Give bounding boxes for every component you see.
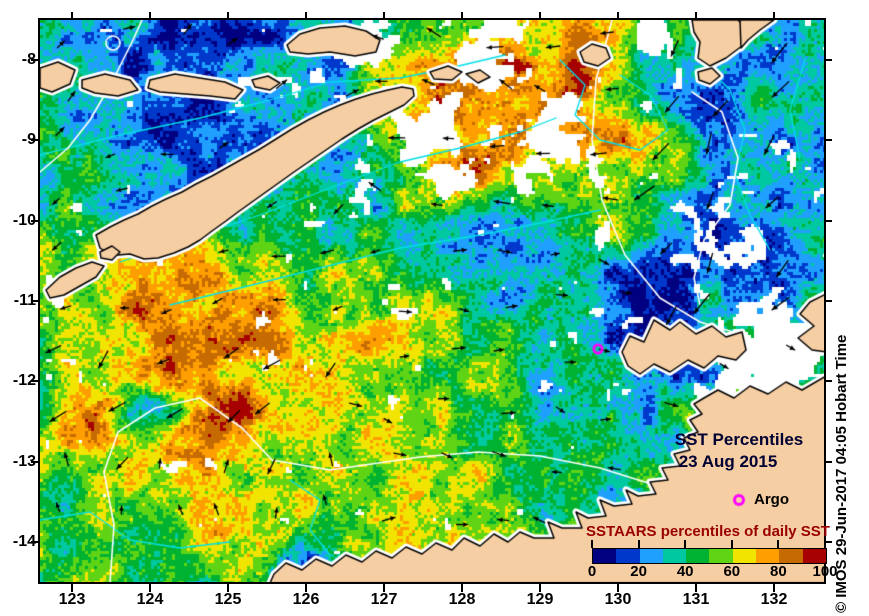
lat-tick-label: -10 <box>12 212 36 229</box>
lon-tick-label: 126 <box>292 591 320 608</box>
lon-tick-top <box>305 12 307 20</box>
lat-tick-label: -12 <box>12 372 36 389</box>
colorbar-segment <box>709 549 733 563</box>
colorbar-tick <box>591 540 593 548</box>
colorbar-tick-label: 0 <box>587 563 597 580</box>
lat-tick-right <box>824 541 832 543</box>
lat-tick-left <box>31 541 39 543</box>
lon-tick-label: 124 <box>136 591 164 608</box>
lon-tick-top <box>773 12 775 20</box>
argo-legend-label: Argo <box>754 491 789 508</box>
map-date: 23 Aug 2015 <box>678 452 778 471</box>
lon-tick-bottom <box>461 584 463 592</box>
lon-tick-bottom <box>227 584 229 592</box>
sst-percentile-map-canvas <box>40 20 825 583</box>
lat-tick-left <box>31 220 39 222</box>
lon-tick-label: 132 <box>760 591 788 608</box>
colorbar-tick-label: 60 <box>723 563 741 580</box>
lon-tick-bottom <box>149 584 151 592</box>
colorbar-segment <box>756 549 780 563</box>
colorbar-tick-label: 40 <box>676 563 694 580</box>
colorbar-tick <box>777 540 780 548</box>
colorbar <box>592 548 827 564</box>
colorbar-segment <box>802 549 826 563</box>
lat-tick-left <box>31 380 39 382</box>
lon-tick-top <box>227 12 229 20</box>
colorbar-segment <box>779 549 803 563</box>
lon-tick-top <box>461 12 463 20</box>
lon-tick-label: 123 <box>58 591 86 608</box>
lat-tick-right <box>824 300 832 302</box>
colorbar-tick <box>684 540 687 548</box>
lon-tick-bottom <box>305 584 307 592</box>
colorbar-tick-label: 80 <box>770 563 787 580</box>
lon-tick-bottom <box>71 584 73 592</box>
lon-tick-label: 128 <box>448 591 476 608</box>
colorbar-tick-label: 20 <box>630 563 647 580</box>
lon-tick-label: 130 <box>604 591 632 608</box>
lon-tick-label: 129 <box>526 591 554 608</box>
colorbar-segment <box>593 549 617 563</box>
colorbar-tick <box>730 540 733 548</box>
lat-tick-right <box>824 139 832 141</box>
lat-tick-right <box>824 461 832 463</box>
lon-tick-bottom <box>383 584 385 592</box>
lat-tick-right <box>824 220 832 222</box>
lon-tick-label: 131 <box>682 591 710 608</box>
colorbar-title: SSTAARS percentiles of daily SST <box>586 523 830 540</box>
colorbar-segment <box>662 549 687 563</box>
lon-tick-label: 127 <box>370 591 398 608</box>
lat-tick-right <box>824 380 832 382</box>
lat-tick-label: -8 <box>21 51 36 68</box>
lon-tick-label: 125 <box>214 591 242 608</box>
colorbar-segment <box>686 549 710 563</box>
colorbar-segment <box>639 549 663 563</box>
map-title: SST Percentiles <box>674 430 804 449</box>
colorbar-tick <box>824 540 826 548</box>
lon-tick-top <box>695 12 697 20</box>
colorbar-tick-label: 100 <box>812 563 838 580</box>
lat-tick-left <box>31 59 39 61</box>
lat-tick-left <box>31 139 39 141</box>
lon-tick-bottom <box>617 584 619 592</box>
lon-tick-bottom <box>539 584 541 592</box>
lon-tick-top <box>383 12 385 20</box>
colorbar-segment <box>732 549 757 563</box>
colorbar-tick <box>637 540 640 548</box>
lon-tick-bottom <box>773 584 775 592</box>
lon-tick-bottom <box>695 584 697 592</box>
lat-tick-label: -11 <box>13 292 36 309</box>
lon-tick-top <box>71 12 73 20</box>
lat-tick-label: -14 <box>12 533 36 550</box>
lon-tick-top <box>539 12 541 20</box>
lat-tick-label: -13 <box>12 453 36 470</box>
lat-tick-right <box>824 59 832 61</box>
lat-tick-left <box>31 300 39 302</box>
lat-tick-label: -9 <box>21 131 36 148</box>
colorbar-segment <box>616 549 640 563</box>
lat-tick-left <box>31 461 39 463</box>
lon-tick-top <box>617 12 619 20</box>
lon-tick-top <box>149 12 151 20</box>
